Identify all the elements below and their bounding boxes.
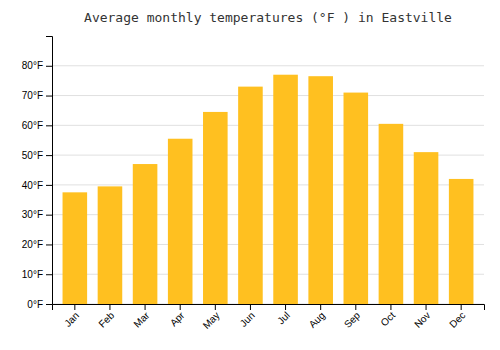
x-tick: Jun [238,304,257,329]
x-tick-mark [180,304,181,310]
y-tick-mark [46,185,52,186]
bar [449,179,474,304]
x-tick-mark [426,304,427,310]
grid-line [52,125,484,126]
x-tick-mark [461,304,462,310]
y-tick-label: 60°F [22,120,43,131]
bar [98,186,123,304]
x-tick-label: Aug [307,310,327,330]
x-tick: Sep [342,304,363,330]
y-tick-label: 50°F [22,150,43,161]
grid-line [52,65,484,66]
grid [52,66,484,304]
bar [379,124,404,304]
x-tick-label: Jan [62,310,81,329]
x-tick-mark [109,304,110,310]
bar [203,112,228,304]
bar [133,164,158,304]
x-tick-mark [320,304,321,310]
bar [238,87,263,304]
y-tick-mark [46,274,52,275]
y-tick-mark [46,66,52,67]
x-tick-label: Apr [168,309,187,328]
bar [63,192,88,304]
y-tick: 70°F [22,90,52,101]
plot: 0°F 10°F 20°F 30°F 40°F 50°F 60°F 70°F 80°F Jan Fe… [22,37,485,331]
x-tick: Jul [275,304,292,326]
title: Average monthly temperatures (°F ) in Ea… [84,10,452,25]
x-tick-mark [74,304,75,310]
y-tick-mark [46,155,52,156]
x-tick-mark [215,304,216,310]
y-tick-mark [46,215,52,216]
x-tick: Jan [62,304,81,329]
x-tick-label: Sep [342,309,363,330]
y-tick: 40°F [22,180,52,191]
x-tick-mark [355,304,356,310]
x-tick-label: Dec [447,310,467,330]
bar [168,139,193,304]
y-tick: 10°F [22,269,52,280]
x-tick-mark [390,304,391,310]
y-tick-label: 20°F [22,239,43,250]
x-tick: Nov [412,304,432,330]
bar [344,93,369,304]
y-tick-label: 70°F [22,90,43,101]
x-tick-mark [250,304,251,310]
y-tick-label: 30°F [22,209,43,220]
x-tick: Apr [168,304,187,328]
y-tick-label: 0°F [27,299,43,310]
x-tick-label: Mar [131,309,151,329]
x-tick-label: Oct [379,310,398,329]
x-tick: Mar [131,304,151,330]
chart: 0°F 10°F 20°F 30°F 40°F 50°F 60°F 70°F 80°F Jan Fe… [0,0,500,350]
x-tick-label: Jun [238,310,257,329]
x-tick-mark [285,304,286,310]
x-tick: Aug [307,304,327,330]
y-tick: 60°F [22,120,52,131]
x-tick-label: Feb [96,309,116,329]
y-tick: 50°F [22,150,52,161]
y-tick-mark [46,304,52,305]
x-tick: Oct [379,304,398,328]
y-axis-line [46,37,53,305]
grid-line [52,95,484,96]
y-tick-label: 10°F [22,269,43,280]
x-axis: Jan Feb Mar Apr May Jun Jul Aug Sep Oct Nov Dec [53,304,485,331]
y-tick: 80°F [22,60,52,71]
x-axis-line [53,305,485,311]
bar [308,76,333,304]
y-tick-mark [46,244,52,245]
x-tick: May [201,304,222,331]
x-tick: Dec [447,304,467,330]
y-tick: 0°F [27,299,52,310]
y-axis: 0°F 10°F 20°F 30°F 40°F 50°F 60°F 70°F 80°F [22,37,53,310]
y-tick: 30°F [22,209,52,220]
y-tick-label: 80°F [22,60,43,71]
x-tick: Feb [96,304,116,330]
x-tick-label: Jul [275,310,292,327]
x-tick-label: Nov [412,310,432,330]
y-tick-mark [46,125,52,126]
y-tick-label: 40°F [22,180,43,191]
x-tick-label: May [201,310,222,331]
y-tick-mark [46,96,52,97]
bars [63,75,474,304]
bar [414,152,439,304]
x-tick-mark [145,304,146,310]
bar [273,75,298,304]
y-tick: 20°F [22,239,52,250]
